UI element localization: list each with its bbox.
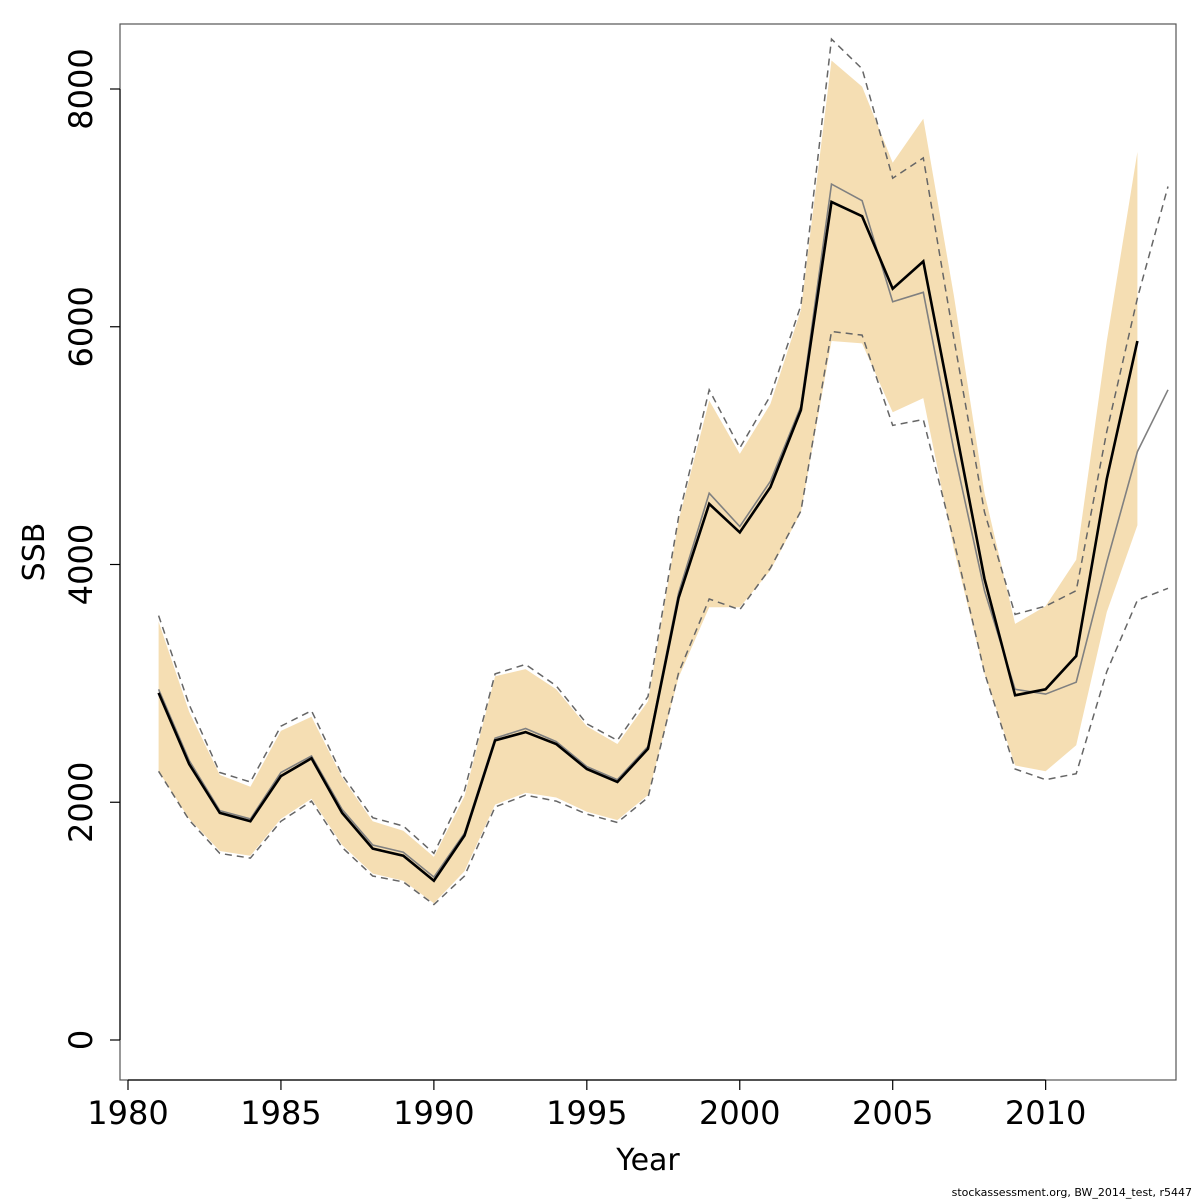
x-tick-label: 2000 <box>699 1094 780 1132</box>
y-axis: 0 2000 4000 6000 8000 <box>62 48 121 1050</box>
x-tick-label: 2010 <box>1005 1094 1086 1132</box>
current-ci-band <box>158 60 1138 904</box>
y-tick-label: 2000 <box>62 762 100 843</box>
x-tick-label: 1985 <box>240 1094 321 1132</box>
x-tick-label: 1980 <box>87 1094 168 1132</box>
y-tick-label: 6000 <box>62 286 100 367</box>
y-tick-label: 8000 <box>62 48 100 129</box>
previous-lower-ci-line <box>157 330 1169 906</box>
plot-frame <box>119 23 1177 1081</box>
x-axis: 1980 1985 1990 1995 2000 2005 2010 <box>87 1079 1086 1132</box>
footer-source: stockassessment.org, BW_2014_test, r5447 <box>952 1186 1192 1199</box>
y-axis-title: SSB <box>17 523 52 582</box>
x-tick-label: 1990 <box>393 1094 474 1132</box>
current-ssb-line <box>157 199 1139 883</box>
confidence-band-layer <box>158 60 1138 904</box>
series-line-layer <box>157 37 1169 906</box>
y-tick-label: 0 <box>62 1030 100 1050</box>
x-axis-title: Year <box>615 1143 680 1178</box>
x-tick-label: 1995 <box>546 1094 627 1132</box>
y-tick-label: 4000 <box>62 524 100 605</box>
x-tick-label: 2005 <box>852 1094 933 1132</box>
